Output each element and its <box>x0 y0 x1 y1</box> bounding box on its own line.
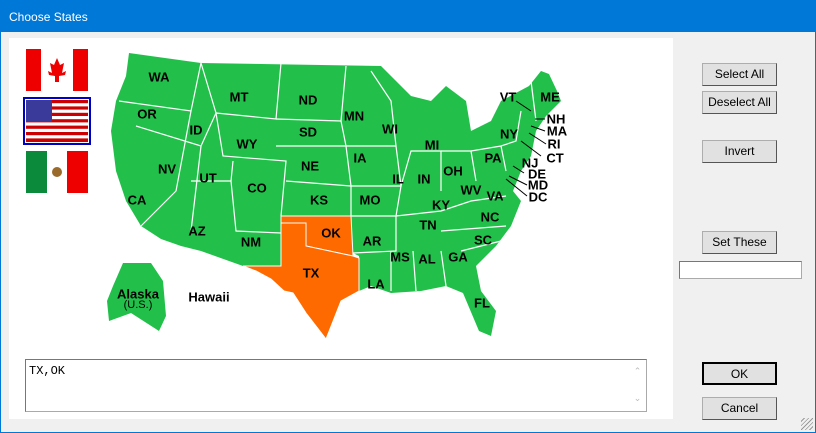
state-label-TN: TN <box>419 217 437 233</box>
state-label-CA: CA <box>127 192 147 208</box>
state-label-OK: OK <box>321 225 341 241</box>
state-label-MI: MI <box>424 137 440 153</box>
state-label-CO: CO <box>247 180 267 196</box>
resize-grip[interactable] <box>801 418 813 430</box>
state-label-AK_sub: (U.S.) <box>123 299 153 311</box>
state-label-KY: KY <box>431 197 451 213</box>
state-label-AZ: AZ <box>188 223 206 239</box>
selection-textarea-box: TX,OK ⌃ ⌄ <box>25 359 647 412</box>
state-label-AR: AR <box>362 233 382 249</box>
state-label-KS: KS <box>309 192 329 208</box>
state-TX[interactable] <box>242 222 360 341</box>
state-label-MN: MN <box>343 108 365 124</box>
state-label-DE: DE <box>527 166 547 182</box>
state-label-IL: IL <box>392 171 404 187</box>
invert-button[interactable]: Invert <box>702 140 777 163</box>
state-label-NC: NC <box>480 209 500 225</box>
deselect-all-button[interactable]: Deselect All <box>702 91 777 114</box>
state-label-NE: NE <box>300 158 320 174</box>
state-label-RI: RI <box>547 136 561 152</box>
state-label-MA: MA <box>546 123 568 139</box>
state-label-TX: TX <box>302 265 320 281</box>
window-title: Choose States <box>9 10 88 24</box>
select-all-button[interactable]: Select All <box>702 63 777 86</box>
state-label-ID: ID <box>189 122 203 138</box>
us-map <box>107 53 561 341</box>
state-label-NJ: NJ <box>521 155 539 171</box>
state-label-IA: IA <box>353 150 367 166</box>
state-label-UT: UT <box>199 170 217 186</box>
state-label-MD: MD <box>527 177 549 193</box>
textarea-scrollbar[interactable]: ⌃ ⌄ <box>629 360 646 410</box>
state-label-OH: OH <box>443 163 463 179</box>
state-label-MO: MO <box>359 192 381 208</box>
scroll-down-icon[interactable]: ⌄ <box>633 393 642 403</box>
state-label-LA: LA <box>367 276 385 292</box>
state-label-ME: ME <box>540 89 560 105</box>
state-label-NM: NM <box>240 234 262 250</box>
state-label-WA: WA <box>148 69 170 85</box>
state-label-OR: OR <box>137 106 157 122</box>
state-label-WV: WV <box>460 182 482 198</box>
set-these-button[interactable]: Set These <box>702 231 777 254</box>
ok-button[interactable]: OK <box>702 362 777 385</box>
state-label-MT: MT <box>229 89 249 105</box>
us-lower48-region[interactable] <box>111 53 561 336</box>
state-label-FL: FL <box>474 295 490 311</box>
state-label-PA: PA <box>484 150 502 166</box>
state-label-NY: NY <box>499 126 519 142</box>
state-label-IN: IN <box>417 171 431 187</box>
state-label-GA: GA <box>448 249 468 265</box>
state-label-SD: SD <box>298 124 318 140</box>
selection-textarea[interactable]: TX,OK <box>26 360 626 408</box>
set-these-input[interactable] <box>679 261 802 279</box>
scroll-up-icon[interactable]: ⌃ <box>633 366 642 376</box>
mexico-flag[interactable] <box>26 151 88 193</box>
state-label-SC: SC <box>473 232 493 248</box>
state-label-CT: CT <box>546 150 564 166</box>
cancel-button[interactable]: Cancel <box>702 397 777 420</box>
state-label-ND: ND <box>298 92 318 108</box>
state-label-MS: MS <box>390 249 410 265</box>
state-borders <box>118 62 537 292</box>
state-AK[interactable] <box>107 263 166 331</box>
leader-lines <box>505 100 547 197</box>
canada-flag[interactable] <box>26 49 88 91</box>
state-label-AK: Alaska <box>117 286 159 302</box>
state-label-VA: VA <box>486 188 504 204</box>
state-label-WI: WI <box>382 121 398 137</box>
usa-flag[interactable] <box>23 97 91 145</box>
state-label-NV: NV <box>157 161 177 177</box>
state-label-WY: WY <box>236 136 258 152</box>
state-label-HI: Hawaii <box>188 289 230 305</box>
state-label-AL: AL <box>418 251 436 267</box>
state-label-VT: VT <box>499 89 517 105</box>
state-label-DC: DC <box>528 189 548 205</box>
title-bar: Choose States <box>1 1 816 32</box>
state-label-NH: NH <box>546 111 566 127</box>
